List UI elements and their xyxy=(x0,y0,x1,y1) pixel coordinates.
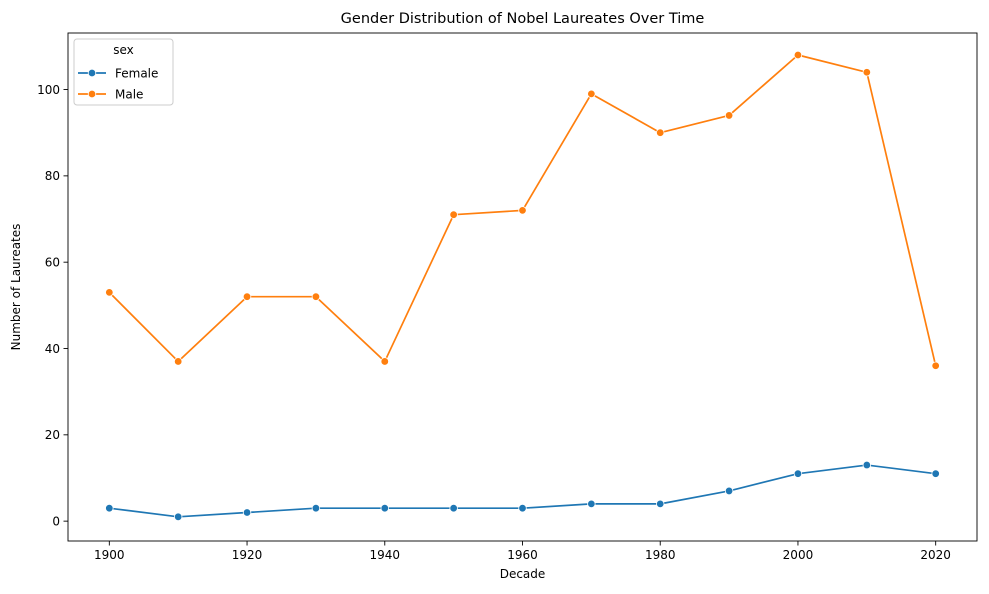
data-point xyxy=(793,50,803,60)
legend-title: sex xyxy=(113,43,134,57)
series-male xyxy=(105,50,940,370)
data-point xyxy=(311,503,321,513)
y-tick-label: 80 xyxy=(45,169,60,183)
series-female xyxy=(105,460,940,522)
data-point xyxy=(449,503,458,513)
data-point xyxy=(724,486,734,496)
data-point xyxy=(724,111,734,120)
data-point xyxy=(173,357,183,366)
data-point xyxy=(173,512,183,522)
x-tick-label: 1920 xyxy=(232,548,263,562)
data-point xyxy=(656,128,665,137)
x-tick-label: 1900 xyxy=(94,548,125,562)
x-tick-label: 1960 xyxy=(507,548,538,562)
y-tick-label: 60 xyxy=(45,255,60,269)
y-axis-label: Number of Laureates xyxy=(9,224,23,351)
x-tick-label: 2020 xyxy=(920,548,951,562)
data-point xyxy=(587,499,596,509)
data-point xyxy=(862,460,872,470)
legend: sex Female Male xyxy=(73,38,174,106)
data-point xyxy=(311,292,321,301)
data-point xyxy=(380,357,389,366)
data-point xyxy=(518,503,527,513)
plot-area: 1900 1920 1940 1960 1980 2000 2020 0 20 40 60 80 100 xyxy=(37,32,978,562)
data-point xyxy=(931,469,940,478)
y-tick-label: 0 xyxy=(52,514,60,528)
data-point xyxy=(931,361,940,370)
data-point xyxy=(242,292,252,301)
chart-title: Gender Distribution of Nobel Laureates O… xyxy=(341,11,705,27)
legend-marker xyxy=(87,68,97,78)
legend-label: Male xyxy=(115,87,143,101)
data-point xyxy=(242,508,252,517)
x-tick-label: 2000 xyxy=(783,548,814,562)
data-point xyxy=(518,206,527,215)
x-tick-label: 1980 xyxy=(645,548,676,562)
data-point xyxy=(587,89,596,99)
data-point xyxy=(105,288,114,297)
x-axis-label: Decade xyxy=(500,567,546,581)
legend-item-male: Male xyxy=(78,87,143,101)
legend-marker xyxy=(87,89,97,99)
data-point xyxy=(105,503,114,513)
data-point xyxy=(380,503,389,513)
data-point xyxy=(449,210,458,219)
data-point xyxy=(862,68,872,77)
data-point xyxy=(793,469,803,478)
y-tick-label: 100 xyxy=(37,83,60,97)
x-tick-label: 1940 xyxy=(369,548,400,562)
data-point xyxy=(656,499,665,509)
legend-item-female: Female xyxy=(78,66,158,80)
y-tick-label: 20 xyxy=(45,428,60,442)
y-tick-label: 40 xyxy=(45,342,60,356)
legend-box xyxy=(73,38,174,106)
legend-label: Female xyxy=(115,66,158,80)
